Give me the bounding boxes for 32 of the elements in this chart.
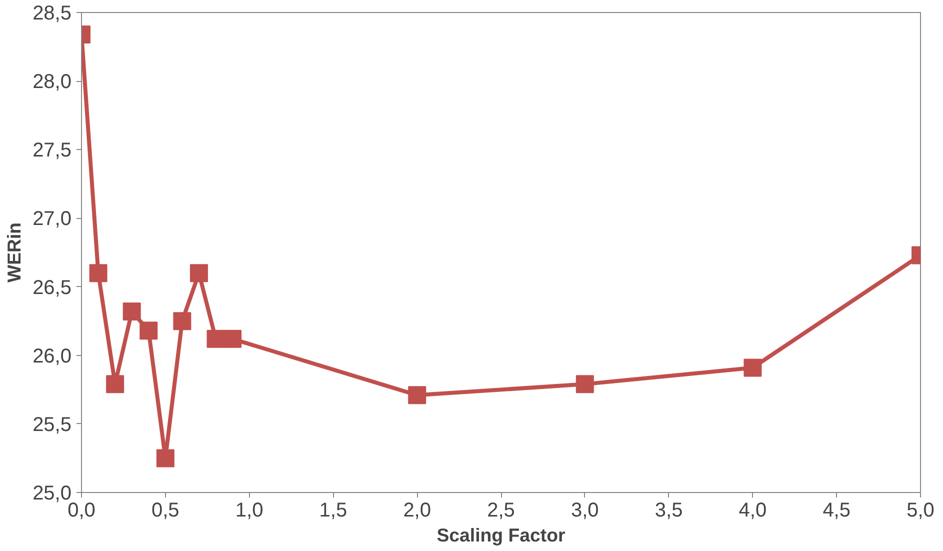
x-tick-label: 0,5 bbox=[152, 500, 180, 522]
x-tick-label: 2,0 bbox=[403, 500, 432, 522]
x-tick-label: 1,0 bbox=[235, 500, 264, 522]
x-tick-label: 1,5 bbox=[319, 500, 348, 522]
point bbox=[173, 312, 192, 330]
point bbox=[156, 449, 174, 468]
point bbox=[106, 375, 124, 394]
point bbox=[576, 375, 594, 394]
x-axis-title: Scaling Factor bbox=[436, 524, 566, 546]
y-tick-label: 26,0 bbox=[32, 345, 72, 368]
point bbox=[140, 322, 158, 340]
point bbox=[744, 358, 762, 377]
y-tick-label: 27,5 bbox=[32, 140, 72, 162]
point bbox=[206, 330, 225, 348]
point bbox=[224, 330, 242, 348]
point bbox=[190, 264, 208, 282]
point bbox=[122, 302, 141, 320]
x-tick-label: 2,5 bbox=[487, 500, 515, 522]
x-tick-label: 3,5 bbox=[654, 500, 683, 522]
y-axis-title: WERin bbox=[4, 222, 25, 283]
y-tick-label: 27,0 bbox=[32, 208, 72, 230]
x-tick-label: 4,0 bbox=[738, 500, 767, 522]
x-tick-label: 5,0 bbox=[906, 500, 934, 522]
y-tick-label: 26,5 bbox=[32, 276, 72, 299]
point bbox=[89, 264, 108, 282]
x-tick-label: 4,5 bbox=[822, 500, 851, 522]
y-tick-label: 28,5 bbox=[32, 2, 72, 24]
point bbox=[408, 386, 426, 404]
x-tick-label: 0,0 bbox=[68, 500, 96, 522]
y-tick-label: 25,5 bbox=[32, 414, 72, 436]
y-tick-label: 28,0 bbox=[32, 71, 72, 94]
x-tick-label: 3,0 bbox=[571, 500, 599, 522]
